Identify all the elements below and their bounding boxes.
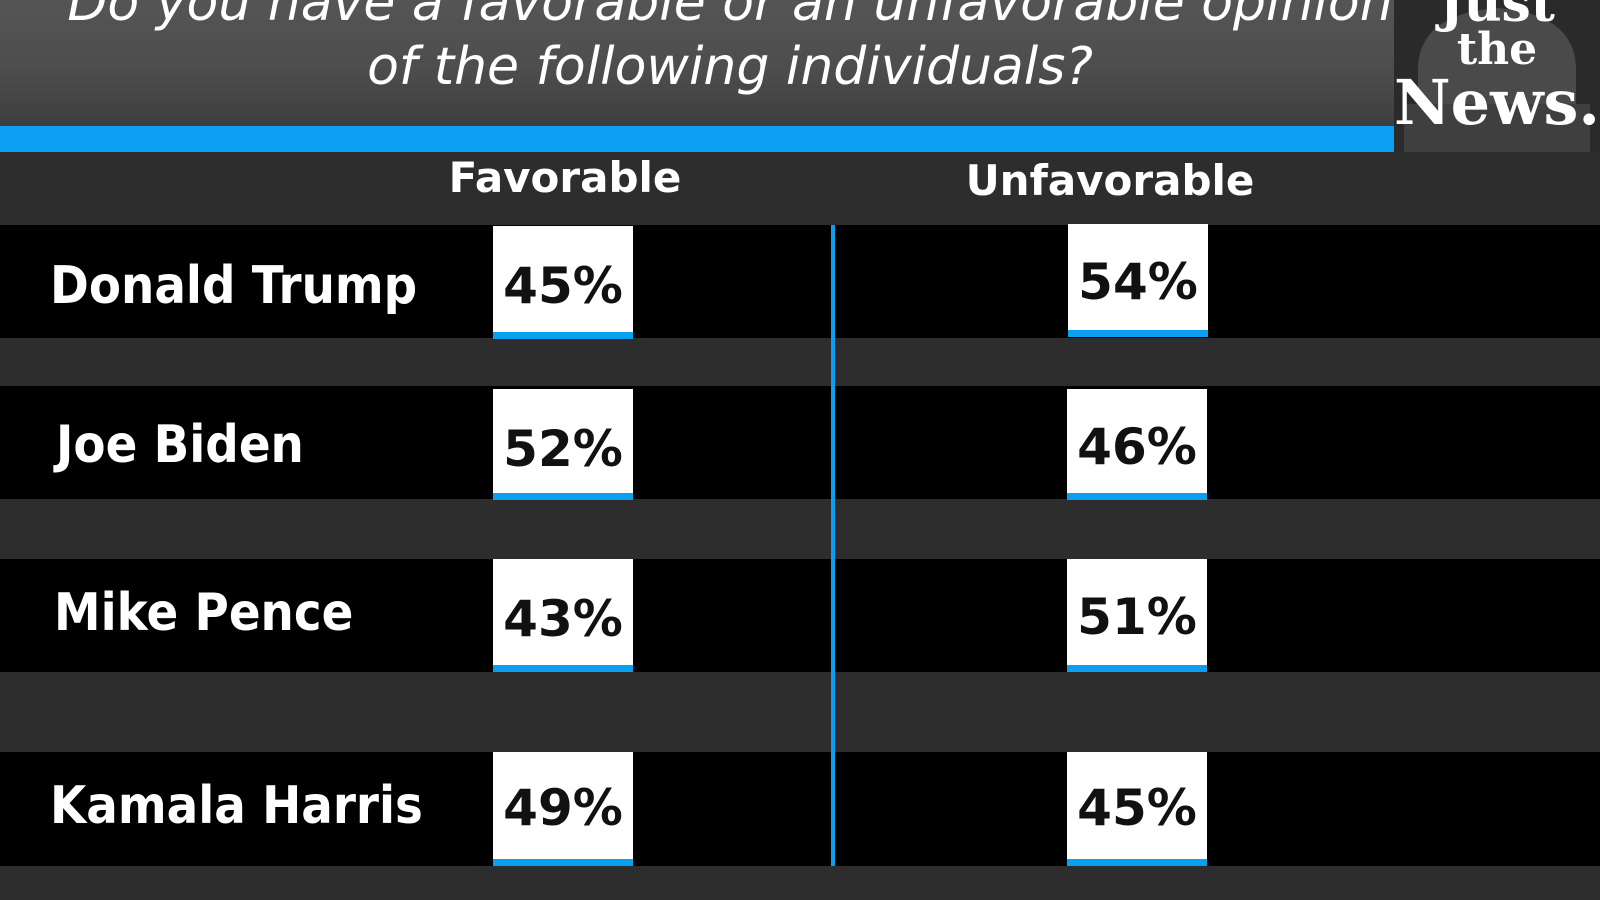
column-header-favorable: Favorable [448, 153, 682, 202]
table-row [0, 752, 1600, 866]
person-name: Kamala Harris [50, 776, 423, 836]
header-accent-stripe [0, 126, 1394, 152]
header: Do you have a favorable or an unfavorabl… [0, 0, 1394, 126]
logo-text-just: Just [1439, 0, 1555, 34]
favorable-value: 49% [503, 779, 623, 837]
column-divider [831, 225, 835, 866]
unfavorable-value: 51% [1077, 588, 1197, 646]
favorable-value: 43% [503, 590, 623, 648]
favorable-value-box: 49% [493, 752, 633, 866]
favorable-value: 45% [503, 257, 623, 315]
person-name: Donald Trump [50, 256, 418, 316]
unfavorable-value-box: 54% [1068, 224, 1208, 337]
table-row [0, 559, 1600, 672]
table-row [0, 225, 1600, 338]
unfavorable-value-box: 45% [1067, 752, 1207, 866]
logo-text-the: the [1456, 24, 1538, 75]
unfavorable-value: 45% [1077, 779, 1197, 837]
column-header-unfavorable: Unfavorable [965, 156, 1255, 205]
question-line-2: of the following individuals? [367, 37, 1093, 97]
logo-text-news: News. [1394, 66, 1600, 139]
person-name: Mike Pence [54, 583, 354, 643]
just-the-news-logo: Just the News. [1394, 0, 1600, 152]
question-line-1: Do you have a favorable or an unfavorabl… [67, 0, 1393, 33]
favorable-value-box: 52% [493, 389, 633, 500]
table-row [0, 386, 1600, 499]
favorable-value-box: 43% [493, 559, 633, 672]
unfavorable-value-box: 51% [1067, 559, 1207, 672]
unfavorable-value: 54% [1078, 253, 1198, 311]
person-name: Joe Biden [56, 415, 304, 475]
favorable-value: 52% [503, 420, 623, 478]
unfavorable-value-box: 46% [1067, 389, 1207, 500]
unfavorable-value: 46% [1077, 418, 1197, 476]
favorable-value-box: 45% [493, 226, 633, 339]
capitol-dome-icon [1404, 8, 1590, 152]
